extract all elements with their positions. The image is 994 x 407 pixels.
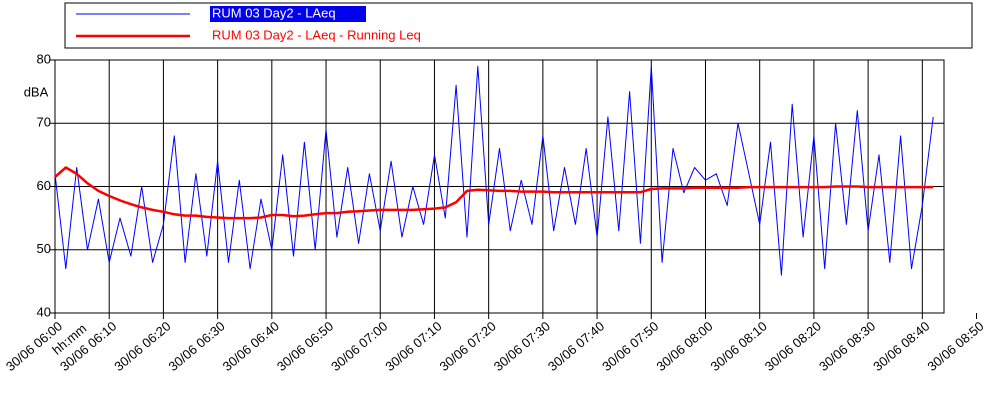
- x-tick-label: 30/06 08:40: [870, 318, 932, 374]
- y-axis-label: dBA: [24, 84, 49, 99]
- y-tick-label: 40: [37, 304, 51, 319]
- x-tick-label: 30/06 08:10: [708, 318, 770, 374]
- x-tick-label: 30/06 06:20: [111, 318, 173, 374]
- series-line: [54, 166, 934, 220]
- x-tick-label: 30/06 08:50: [924, 318, 986, 374]
- x-tick-label: 30/06 08:30: [816, 318, 878, 374]
- legend-highlight: [210, 6, 366, 22]
- plot-frame: [54, 59, 945, 314]
- x-tick-label: 30/06 07:20: [437, 318, 499, 374]
- x-tick-label: 30/06 07:40: [545, 318, 607, 374]
- series-line: [54, 65, 934, 276]
- x-tick-label: 30/06 08:20: [762, 318, 824, 374]
- y-tick-label: 70: [37, 115, 51, 130]
- y-tick-label: 80: [37, 51, 51, 66]
- x-tick-label: 30/06 07:30: [491, 318, 553, 374]
- x-tick-label: 30/06 06:30: [166, 318, 228, 374]
- legend-box: [64, 2, 973, 49]
- x-tick-label: 30/06 07:10: [382, 318, 444, 374]
- x-tick-label: 30/06 07:50: [599, 318, 661, 374]
- y-tick-label: 60: [37, 178, 51, 193]
- x-tick-label: 30/06 06:50: [274, 318, 336, 374]
- legend-label: RUM 03 Day2 - LAeq: [212, 5, 336, 20]
- x-tick-label: 30/06 07:00: [328, 318, 390, 374]
- legend: RUM 03 Day2 - LAeq RUM 03 Day2 - LAeq - R…: [76, 5, 421, 42]
- y-tick-label: 50: [37, 241, 51, 256]
- legend-label: RUM 03 Day2 - LAeq - Running Leq: [212, 27, 421, 42]
- x-tick-label: 30/06 06:40: [220, 318, 282, 374]
- x-tick-label: 30/06 08:00: [653, 318, 715, 374]
